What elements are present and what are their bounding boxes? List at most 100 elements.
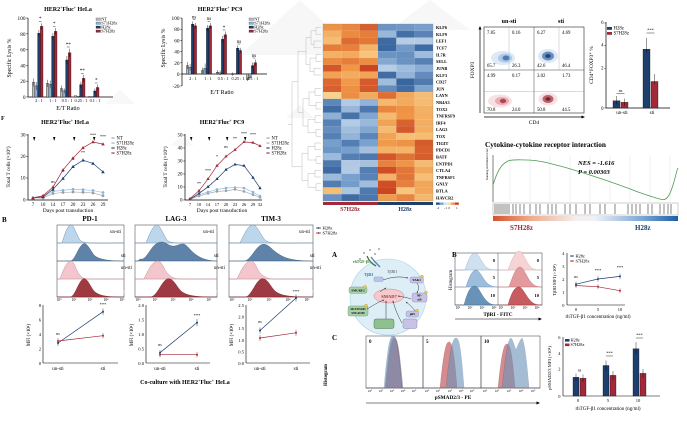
- svg-text:TCF7: TCF7: [436, 46, 448, 51]
- svg-text:46.4: 46.4: [562, 64, 571, 69]
- svg-text:1.5: 1.5: [238, 326, 244, 331]
- svg-text:42.6: 42.6: [537, 64, 546, 69]
- svg-text:10⁴: 10⁴: [286, 298, 292, 302]
- svg-text:Cytokine-cytokine receptor int: Cytokine-cytokine receptor interaction: [485, 140, 606, 149]
- svg-text:10⁰: 10⁰: [56, 298, 62, 302]
- svg-text:***: ***: [606, 351, 612, 356]
- svg-text:ns: ns: [258, 319, 262, 324]
- svg-text:S7H28z: S7H28z: [571, 342, 585, 347]
- svg-text:60: 60: [174, 38, 180, 44]
- svg-text:LEF1: LEF1: [436, 39, 447, 44]
- svg-text:ns: ns: [51, 179, 55, 184]
- svg-text:10²: 10²: [511, 306, 516, 310]
- svg-text:***: ***: [194, 313, 202, 318]
- svg-text:LAYN: LAYN: [436, 93, 449, 98]
- svg-text:TOX2: TOX2: [436, 107, 447, 112]
- svg-text:LAG-3: LAG-3: [166, 215, 188, 223]
- svg-text:LAG3: LAG3: [436, 127, 447, 132]
- svg-text:10²: 10²: [379, 389, 383, 393]
- svg-text:10: 10: [491, 293, 496, 298]
- svg-text:40: 40: [178, 147, 184, 152]
- svg-text:29: 29: [101, 203, 106, 208]
- svg-text:10²: 10²: [248, 298, 253, 302]
- svg-text:pSMAD2/3 MFI (×10⁴): pSMAD2/3 MFI (×10⁴): [547, 346, 552, 390]
- svg-text:10³: 10³: [448, 389, 452, 393]
- svg-text:3.02: 3.02: [537, 74, 546, 79]
- svg-text:10⁵: 10⁵: [412, 389, 417, 393]
- svg-text:0: 0: [177, 72, 180, 78]
- svg-text:ns: ns: [207, 17, 212, 22]
- svg-text:0.5 : 1: 0.5 : 1: [62, 98, 73, 103]
- svg-text:p65: p65: [410, 312, 415, 316]
- svg-text:ns: ns: [158, 342, 162, 347]
- svg-text:S7H28z: S7H28z: [101, 28, 115, 33]
- svg-text:PDCD1: PDCD1: [436, 148, 450, 153]
- svg-text:SNL4OM: SNL4OM: [351, 311, 364, 315]
- svg-text:10⁴: 10⁴: [401, 389, 406, 393]
- svg-text:Specific Lysis %: Specific Lysis %: [6, 38, 13, 77]
- svg-text:10²: 10²: [436, 389, 440, 393]
- svg-text:0.0: 0.0: [138, 361, 144, 366]
- svg-text:10⁰: 10⁰: [135, 298, 141, 302]
- svg-text:10¹: 10¹: [368, 389, 372, 393]
- svg-text:10¹: 10¹: [483, 389, 487, 393]
- svg-text:10²: 10²: [468, 306, 473, 310]
- svg-text:***: ***: [636, 333, 642, 338]
- svg-text:sti: sti: [121, 254, 126, 259]
- svg-text:7.85: 7.85: [487, 31, 496, 36]
- svg-text:KLF3: KLF3: [436, 73, 447, 78]
- svg-text:ENTPD1: ENTPD1: [436, 161, 453, 166]
- svg-text:S7H28z: S7H28z: [254, 28, 268, 33]
- svg-text:30: 30: [21, 134, 27, 139]
- svg-text:29: 29: [251, 202, 256, 207]
- svg-text:un-sti: un-sti: [310, 266, 322, 271]
- svg-text:***: ***: [100, 134, 106, 139]
- svg-text:20: 20: [174, 61, 180, 67]
- svg-text:FOXP3: FOXP3: [470, 61, 476, 78]
- svg-text:40: 40: [174, 50, 180, 56]
- svg-text:2 : 1: 2 : 1: [189, 76, 197, 81]
- svg-text:***: ***: [90, 133, 96, 138]
- svg-text:10: 10: [178, 186, 184, 191]
- svg-text:0.1 : 1: 0.1 : 1: [248, 76, 259, 81]
- svg-text:TIGIT: TIGIT: [436, 141, 449, 146]
- svg-text:10⁵: 10⁵: [531, 389, 536, 393]
- svg-text:1: 1: [456, 206, 458, 210]
- svg-text:***: ***: [647, 28, 655, 33]
- svg-text:un-sti: un-sti: [154, 367, 166, 372]
- svg-text:MFI (×10⁴): MFI (×10⁴): [26, 324, 32, 347]
- svg-text:Days post transduction: Days post transduction: [197, 208, 248, 214]
- svg-text:80: 80: [20, 32, 26, 38]
- svg-text:CD4⁺FOXP3⁺ %: CD4⁺FOXP3⁺ %: [589, 46, 595, 84]
- svg-text:un-sti: un-sti: [502, 19, 517, 25]
- svg-text:10: 10: [636, 398, 641, 403]
- svg-text:un-sti: un-sti: [214, 266, 226, 271]
- svg-text:SMURF2: SMURF2: [351, 288, 365, 292]
- svg-text:ns: ns: [224, 144, 228, 149]
- svg-text:un-sti: un-sti: [254, 367, 266, 372]
- svg-text:IRF4: IRF4: [436, 120, 446, 125]
- svg-text:10: 10: [21, 177, 27, 182]
- svg-text:un-sti: un-sti: [110, 230, 122, 235]
- svg-text:sti: sti: [121, 290, 126, 295]
- svg-text:HAVCR2: HAVCR2: [436, 195, 453, 200]
- svg-text:sti: sti: [650, 111, 655, 116]
- svg-text:sti: sti: [310, 254, 315, 259]
- svg-text:40: 40: [20, 63, 26, 69]
- svg-text:Histogram: Histogram: [324, 364, 329, 386]
- svg-text:TβRII: TβRII: [387, 269, 397, 274]
- svg-text:100: 100: [172, 16, 180, 22]
- svg-text:10²: 10²: [72, 298, 77, 302]
- svg-text:10³: 10³: [507, 389, 511, 393]
- svg-text:***: ***: [241, 131, 247, 136]
- svg-text:26: 26: [242, 202, 247, 207]
- svg-text:1.73: 1.73: [562, 74, 571, 79]
- svg-text:TNFRSF1: TNFRSF1: [436, 175, 455, 180]
- svg-text:***: ***: [205, 168, 211, 173]
- svg-text:un-sti: un-sti: [616, 111, 628, 116]
- svg-text:sti: sti: [214, 290, 219, 295]
- svg-text:un-sti: un-sti: [52, 367, 64, 372]
- svg-text:TNFRSF9: TNFRSF9: [436, 114, 455, 119]
- svg-text:S7H28z: S7H28z: [576, 259, 590, 264]
- svg-text:sti: sti: [101, 367, 106, 372]
